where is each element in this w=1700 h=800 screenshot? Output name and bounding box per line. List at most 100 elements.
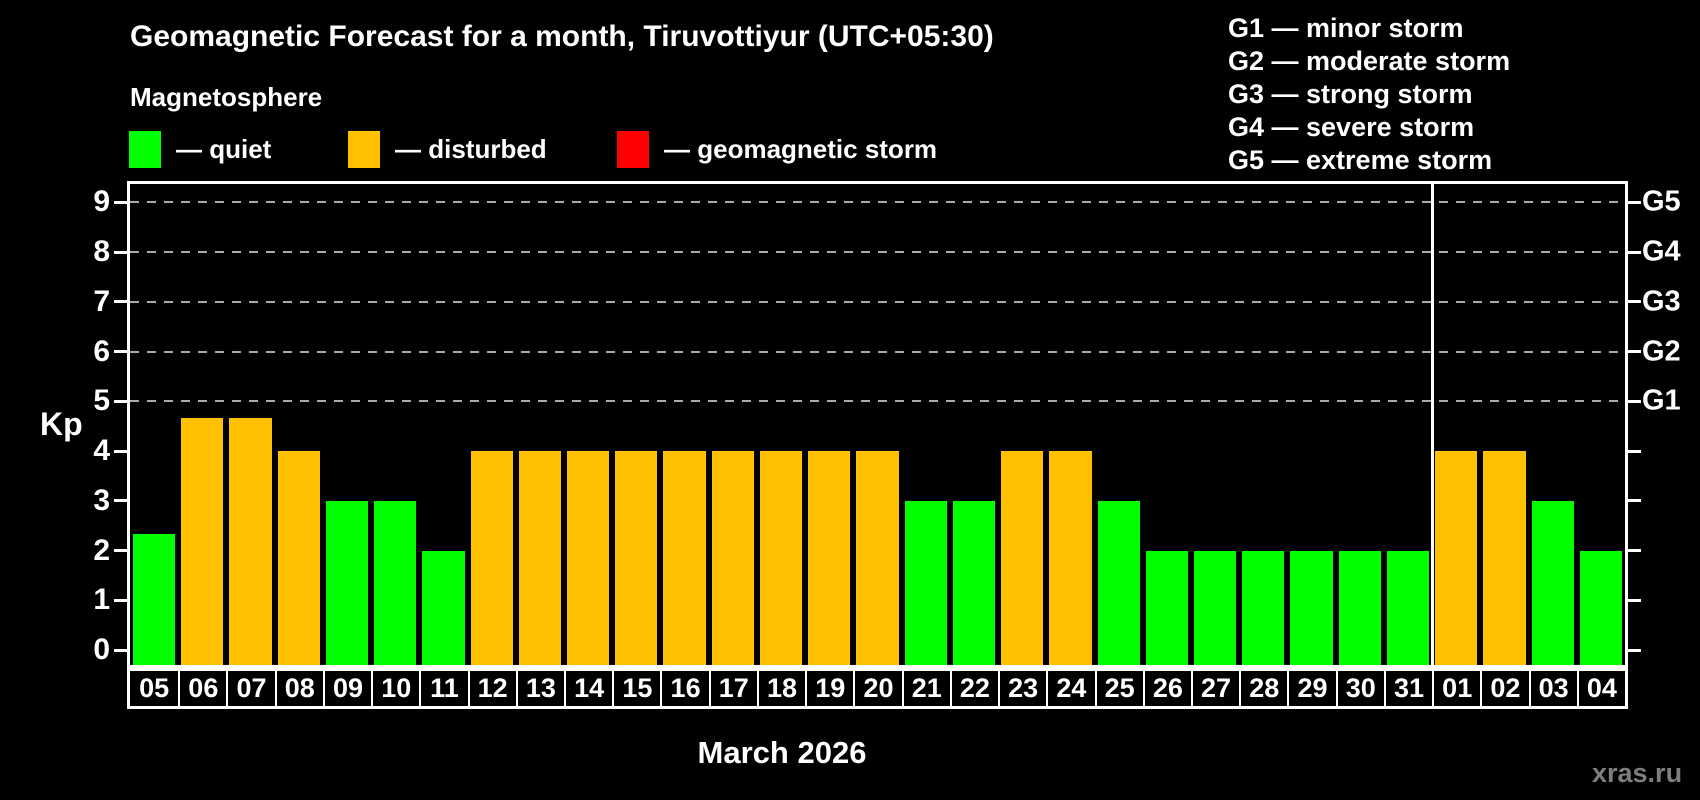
y-tick-left-5 — [114, 399, 127, 403]
legend-item-disturbed: — disturbed — [348, 131, 547, 168]
legend-item-label: — quiet — [176, 134, 272, 164]
g-label-G2: G2 — [1642, 335, 1681, 368]
y-tick-right-3 — [1628, 499, 1641, 503]
gridline-kp5 — [130, 400, 1625, 403]
date-label-31: 31 — [1383, 671, 1432, 706]
date-label-28: 28 — [1239, 671, 1287, 706]
date-label-03: 03 — [1528, 671, 1577, 706]
kp-bar-06 — [181, 417, 224, 665]
chart-title: Geomagnetic Forecast for a month, Tiruvo… — [130, 20, 994, 53]
y-tick-label-9: 9 — [93, 185, 110, 219]
y-tick-label-7: 7 — [93, 284, 110, 318]
storm-color-swatch — [617, 131, 649, 168]
y-tick-label-8: 8 — [93, 235, 110, 269]
date-label-04: 04 — [1576, 671, 1625, 706]
legend-item-label: — disturbed — [395, 134, 547, 164]
date-label-20: 20 — [853, 671, 901, 706]
date-label-14: 14 — [564, 671, 612, 706]
date-label-11: 11 — [419, 671, 467, 706]
y-tick-left-8 — [114, 250, 127, 254]
kp-bar-07 — [229, 417, 272, 665]
y-tick-left-4 — [114, 449, 127, 453]
g-legend-line-4: G4 — severe storm — [1228, 112, 1475, 142]
date-label-25: 25 — [1094, 671, 1143, 706]
y-tick-left-3 — [114, 499, 127, 503]
y-axis-title: Kp — [40, 406, 83, 442]
date-label-15: 15 — [612, 671, 660, 706]
date-label-27: 27 — [1190, 671, 1239, 706]
date-label-02: 02 — [1480, 671, 1528, 706]
y-tick-left-9 — [114, 200, 127, 204]
y-tick-left-1 — [114, 598, 127, 602]
y-tick-label-3: 3 — [93, 483, 110, 517]
kp-bar-14 — [567, 451, 610, 665]
y-tick-label-6: 6 — [93, 334, 110, 368]
g-scale-legend: G1 — minor storm G2 — moderate storm G3 — … — [1228, 12, 1510, 177]
date-label-29: 29 — [1287, 671, 1335, 706]
date-label-05: 05 — [139, 673, 170, 703]
kp-bar-09 — [325, 500, 369, 665]
kp-bar-08 — [277, 451, 320, 665]
y-tick-right-1 — [1628, 598, 1641, 602]
kp-bar-15 — [615, 451, 658, 665]
date-label-26: 26 — [1142, 671, 1191, 706]
date-label-01: 01 — [1432, 671, 1480, 706]
date-label-21: 21 — [901, 671, 950, 706]
legend-item-label: — geomagnetic storm — [664, 134, 938, 164]
kp-bar-04 — [1579, 550, 1622, 665]
legend-item-quiet: — quiet — [129, 131, 271, 168]
kp-bar-16 — [663, 451, 706, 665]
date-label-12: 12 — [467, 671, 516, 706]
date-label-19: 19 — [805, 671, 853, 706]
y-tick-left-2 — [114, 549, 127, 553]
date-label-13: 13 — [515, 671, 564, 706]
y-tick-label-0: 0 — [93, 633, 110, 667]
kp-bar-19 — [808, 451, 851, 665]
kp-bar-30 — [1338, 550, 1381, 665]
y-tick-right-4 — [1628, 449, 1641, 453]
gridline-kp8 — [130, 251, 1625, 254]
g-legend-line-3: G3 — strong storm — [1228, 79, 1473, 109]
kp-bar-31 — [1386, 550, 1430, 665]
date-label-18: 18 — [756, 671, 805, 706]
kp-bar-17 — [711, 451, 754, 665]
kp-bar-21 — [904, 500, 947, 665]
month-separator-line — [1430, 184, 1434, 665]
gridline-kp7 — [130, 300, 1625, 303]
kp-bar-01 — [1435, 451, 1478, 665]
kp-bar-10 — [374, 500, 417, 665]
date-label-24: 24 — [1046, 671, 1094, 706]
kp-bar-12 — [470, 451, 513, 665]
kp-bar-29 — [1290, 550, 1333, 665]
y-tick-right-0 — [1628, 648, 1641, 652]
date-label-07: 07 — [226, 671, 274, 706]
g-legend-line-1: G1 — minor storm — [1228, 13, 1464, 43]
kp-bar-13 — [518, 451, 562, 665]
kp-bar-22 — [952, 500, 996, 665]
date-label-08: 08 — [274, 671, 323, 706]
watermark: xras.ru — [1592, 758, 1683, 788]
date-label-23: 23 — [998, 671, 1046, 706]
legend-item-storm: — geomagnetic storm — [617, 131, 937, 168]
kp-bar-05 — [133, 534, 176, 665]
y-tick-right-5 — [1628, 399, 1641, 403]
y-tick-right-6 — [1628, 350, 1641, 354]
y-tick-label-5: 5 — [93, 384, 110, 418]
g-legend-line-5: G5 — extreme storm — [1228, 145, 1493, 175]
kp-bar-25 — [1097, 500, 1140, 665]
kp-bar-11 — [422, 550, 465, 665]
date-label-06: 06 — [178, 671, 226, 706]
g-label-G5: G5 — [1642, 185, 1681, 218]
kp-bar-18 — [759, 451, 803, 665]
kp-bar-20 — [856, 451, 899, 665]
month-caption: March 2026 — [697, 735, 867, 770]
date-label-09: 09 — [322, 671, 371, 706]
y-tick-label-1: 1 — [93, 583, 110, 617]
date-label-10: 10 — [371, 671, 419, 706]
y-tick-left-7 — [114, 300, 127, 304]
date-label-30: 30 — [1335, 671, 1384, 706]
y-tick-left-6 — [114, 350, 127, 354]
y-tick-right-7 — [1628, 300, 1641, 304]
y-tick-label-2: 2 — [93, 533, 110, 567]
